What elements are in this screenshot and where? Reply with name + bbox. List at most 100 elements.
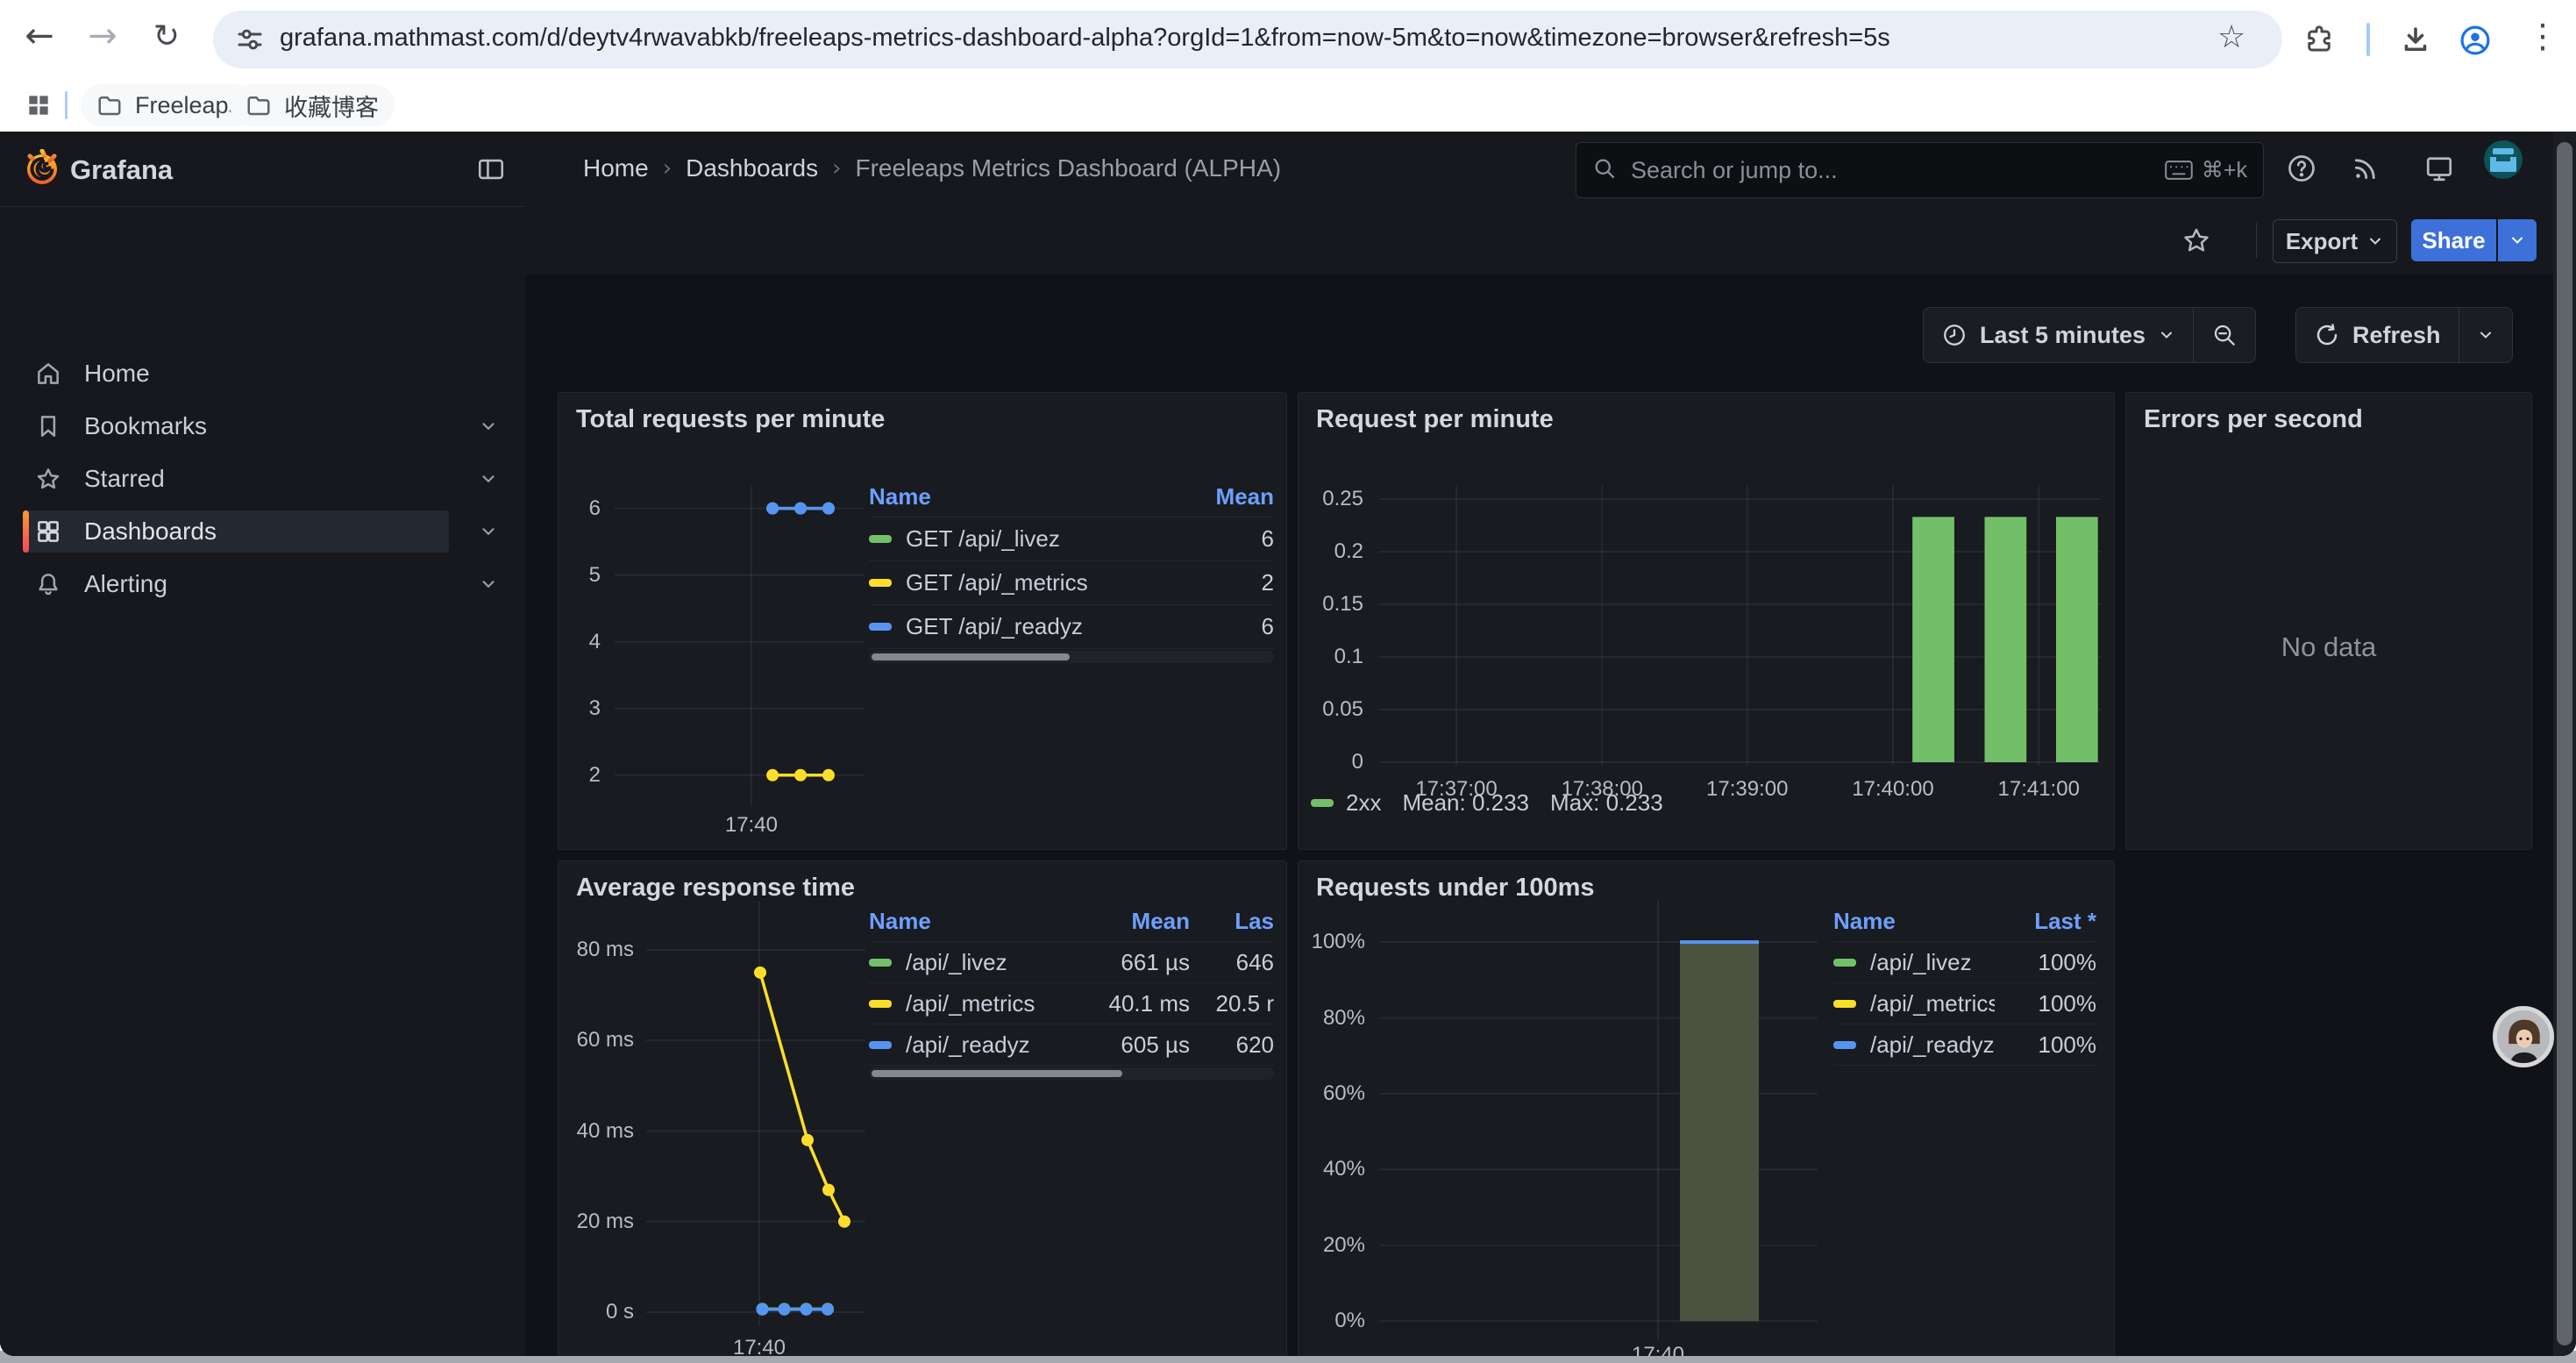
- avatar-pixel-art: [2510, 157, 2516, 162]
- panel-errors-per-second[interactable]: Errors per second No data: [2125, 392, 2532, 850]
- refresh-button[interactable]: Refresh: [2296, 308, 2459, 362]
- panel-requests-under-100ms[interactable]: Requests under 100ms 100% 80% 60% 40% 20% 0% 1…: [1298, 860, 2115, 1356]
- share-button[interactable]: Share: [2411, 219, 2496, 261]
- search-bar[interactable]: ⌘+k: [1576, 142, 2264, 198]
- bell-icon: [35, 571, 61, 602]
- y-tick-label: 0.25: [1322, 486, 1363, 510]
- legend-row[interactable]: GET /api/_metrics 2: [869, 561, 1274, 605]
- panel-request-per-minute[interactable]: Request per minute 2xx Mean: 0.233 Max: …: [1298, 392, 2115, 850]
- legend-row[interactable]: /api/_readyz 100%: [1833, 1024, 2096, 1066]
- bookmark-folder-freeleaps[interactable]: Freeleaps: [81, 84, 257, 126]
- breadcrumb-dashboards[interactable]: Dashboards: [686, 154, 819, 182]
- legend-swatch: [869, 958, 892, 967]
- sidebar-item-alerting[interactable]: Alerting: [0, 558, 525, 610]
- profile-icon[interactable]: [2459, 24, 2492, 57]
- legend-swatch: [1833, 999, 1856, 1008]
- y-tick-label: 0%: [1334, 1309, 1365, 1333]
- chevron-down-icon[interactable]: [479, 417, 498, 440]
- chart-canvas[interactable]: [1379, 485, 2101, 766]
- page-scrollbar[interactable]: [2553, 132, 2576, 1356]
- site-controls-icon[interactable]: [234, 24, 266, 55]
- legend-row[interactable]: /api/_livez 661 µs 646: [869, 942, 1274, 983]
- legend-header-value: Last *: [2034, 907, 2096, 934]
- panel-title[interactable]: Total requests per minute: [576, 405, 886, 433]
- panel-title[interactable]: Errors per second: [2144, 405, 2363, 433]
- scrollbar-thumb[interactable]: [872, 1070, 1123, 1077]
- sidebar-item-bookmarks[interactable]: Bookmarks: [0, 400, 525, 453]
- search-icon: [1592, 156, 1617, 185]
- search-shortcut: ⌘+k: [2165, 157, 2247, 183]
- help-icon[interactable]: [2277, 144, 2326, 193]
- panel-title[interactable]: Requests under 100ms: [1316, 874, 1595, 902]
- panel-total-requests-per-minute[interactable]: Total requests per minute 6 5 4 3 2 17:40 Name…: [558, 392, 1287, 850]
- refresh-controls: Refresh: [2295, 307, 2513, 363]
- chevron-down-icon: [2370, 238, 2381, 245]
- y-tick-label: 100%: [1311, 930, 1365, 954]
- legend-row[interactable]: /api/_readyz 605 µs 620: [869, 1024, 1274, 1066]
- refresh-interval-dropdown[interactable]: [2459, 308, 2512, 362]
- y-tick-label: 20%: [1322, 1232, 1365, 1257]
- bookmark-folder-label: 收藏博客: [284, 94, 379, 121]
- chevron-down-icon[interactable]: [479, 469, 498, 493]
- back-icon[interactable]: ←: [25, 16, 54, 56]
- chevron-down-icon[interactable]: [479, 522, 498, 546]
- panel-title[interactable]: Average response time: [576, 874, 856, 902]
- breadcrumb-current: Freeleaps Metrics Dashboard (ALPHA): [855, 154, 1282, 182]
- favorite-star-icon[interactable]: [2172, 216, 2221, 265]
- user-avatar[interactable]: [2484, 140, 2523, 179]
- sidebar-item-label: Bookmarks: [84, 412, 208, 439]
- x-tick-label: 17:41:00: [1997, 777, 2080, 801]
- breadcrumb-home[interactable]: Home: [583, 154, 649, 182]
- browser-menu-icon[interactable]: ⋮: [2526, 17, 2559, 55]
- downloads-icon[interactable]: [2400, 24, 2431, 55]
- dashboard-canvas: Last 5 minutes Refresh: [525, 275, 2576, 1356]
- legend-series-cell: GET /api/_livez: [869, 525, 1195, 553]
- legend-swatch: [1833, 1040, 1856, 1049]
- legend-row[interactable]: 2xx Mean: 0.233 Max: 0.233: [1311, 789, 1663, 817]
- y-tick-label: 0: [1351, 750, 1363, 774]
- chart-canvas[interactable]: [646, 901, 865, 1326]
- legend-row[interactable]: /api/_metrics 100%: [1833, 983, 2096, 1024]
- display-icon[interactable]: [2415, 144, 2464, 193]
- scrollbar-thumb[interactable]: [2557, 142, 2572, 1345]
- address-bar[interactable]: grafana.mathmast.com/d/deytv4rwavabkb/fr…: [213, 11, 2282, 68]
- extensions-icon[interactable]: [2303, 24, 2335, 55]
- y-tick-label: 80 ms: [576, 938, 634, 961]
- legend-header: Name Last *: [1833, 901, 2096, 942]
- breadcrumb: Home › Dashboards › Freeleaps Metrics Da…: [583, 154, 1281, 182]
- panel-average-response-time[interactable]: Average response time 80 ms 60 ms 40 ms 20 …: [558, 860, 1287, 1356]
- time-range-picker[interactable]: Last 5 minutes: [1924, 308, 2193, 362]
- control-separator: [2193, 308, 2195, 362]
- export-button[interactable]: Export: [2273, 219, 2397, 263]
- url-text: grafana.mathmast.com/d/deytv4rwavabkb/fr…: [280, 24, 1890, 52]
- reload-icon[interactable]: ↻: [153, 18, 181, 54]
- legend-row[interactable]: GET /api/_readyz 6: [869, 605, 1274, 649]
- time-range-controls: Last 5 minutes: [1923, 307, 2257, 363]
- legend-row[interactable]: /api/_metrics 40.1 ms 20.5 r: [869, 983, 1274, 1024]
- search-input[interactable]: [1629, 155, 2165, 185]
- apps-grid-icon[interactable]: [25, 91, 53, 119]
- grafana-logo-icon[interactable]: [23, 148, 61, 192]
- sidebar-item-starred[interactable]: Starred: [0, 453, 525, 505]
- y-tick-label: 40 ms: [576, 1118, 634, 1143]
- chevron-down-icon[interactable]: [479, 574, 498, 598]
- chart-canvas[interactable]: [1379, 901, 1818, 1339]
- collapse-sidebar-icon[interactable]: [476, 154, 506, 189]
- zoom-out-button[interactable]: [2194, 308, 2255, 362]
- sidebar-item-home[interactable]: Home: [0, 347, 525, 400]
- bookmark-folder-blogs[interactable]: 收藏博客: [230, 84, 395, 126]
- news-rss-icon[interactable]: [2341, 144, 2390, 193]
- sidebar-item-dashboards[interactable]: Dashboards: [0, 505, 525, 558]
- legend-row[interactable]: GET /api/_livez 6: [869, 517, 1274, 561]
- bookmark-star-icon[interactable]: ☆: [2217, 19, 2246, 55]
- legend-scrollbar[interactable]: [869, 651, 1274, 663]
- chart-canvas[interactable]: [615, 485, 865, 805]
- panel-title[interactable]: Request per minute: [1316, 405, 1554, 433]
- legend-scrollbar[interactable]: [869, 1067, 1274, 1080]
- legend-row[interactable]: /api/_livez 100%: [1833, 942, 2096, 983]
- floating-assistant-avatar[interactable]: [2493, 1006, 2554, 1067]
- forward-icon[interactable]: →: [88, 16, 117, 56]
- scrollbar-thumb[interactable]: [872, 653, 1071, 660]
- x-tick-label: 17:40: [724, 813, 778, 837]
- share-menu-button[interactable]: [2498, 219, 2537, 261]
